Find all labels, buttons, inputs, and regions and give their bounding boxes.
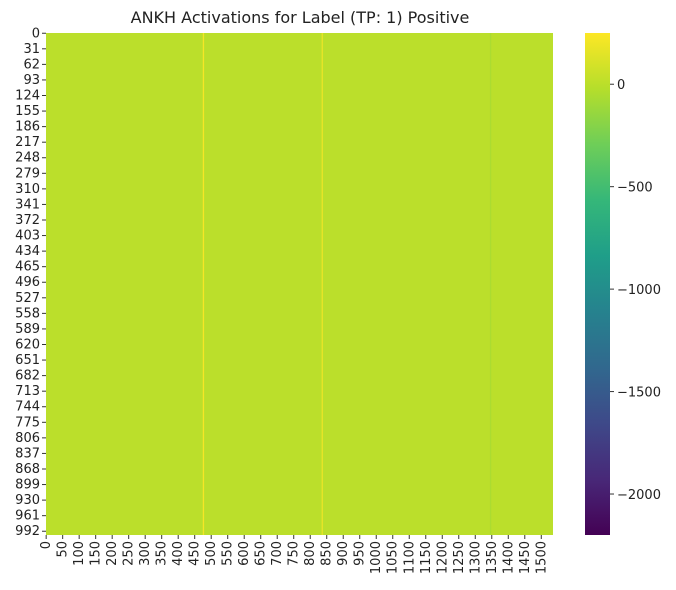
y-tick-label: 713 xyxy=(15,384,40,399)
y-tick-label: 651 xyxy=(15,353,40,368)
y-tick-label: 806 xyxy=(15,431,40,446)
y-tick-label: 961 xyxy=(15,509,40,524)
y-tick-label: 62 xyxy=(23,57,40,72)
x-tick-label: 400 xyxy=(171,541,186,566)
x-tick-label: 1250 xyxy=(452,541,467,574)
x-tick-label: 800 xyxy=(303,541,318,566)
colorbar: 0 −500 −1000 −1500 −2000 xyxy=(585,33,661,535)
x-tick-label: 700 xyxy=(270,541,285,566)
x-tick-label: 1450 xyxy=(518,541,533,574)
chart-title: ANKH Activations for Label (TP: 1) Posit… xyxy=(131,8,470,27)
x-tick-label: 200 xyxy=(105,541,120,566)
colorbar-tick-label: 0 xyxy=(617,78,625,93)
x-tick-label: 1150 xyxy=(419,541,434,574)
x-tick-label: 550 xyxy=(221,541,236,566)
x-tick-label: 1350 xyxy=(485,541,500,574)
x-tick-label: 900 xyxy=(336,541,351,566)
y-tick-label: 31 xyxy=(23,42,40,57)
y-tick-label: 93 xyxy=(23,73,40,88)
y-tick-label: 186 xyxy=(15,120,40,135)
y-tick-label: 434 xyxy=(15,244,40,259)
y-tick-label: 372 xyxy=(15,213,40,228)
y-tick-label: 310 xyxy=(15,182,40,197)
y-tick-label: 868 xyxy=(15,462,40,477)
x-tick-label: 450 xyxy=(188,541,203,566)
y-tick-label: 558 xyxy=(15,306,40,321)
x-tick-label: 1200 xyxy=(435,541,450,574)
x-tick-label: 1500 xyxy=(534,541,549,574)
x-tick-label: 1400 xyxy=(501,541,516,574)
y-tick-label: 930 xyxy=(15,493,40,508)
x-tick-label: 150 xyxy=(89,541,104,566)
y-tick-label: 992 xyxy=(15,524,40,539)
heatmap-column-highlight xyxy=(321,33,323,535)
x-tick-label: 1100 xyxy=(402,541,417,574)
y-tick-label: 279 xyxy=(15,166,40,181)
colorbar-tick-label: −500 xyxy=(617,181,653,196)
y-tick-label: 620 xyxy=(15,337,40,352)
y-tick-label: 837 xyxy=(15,446,40,461)
x-tick-label: 0 xyxy=(39,541,54,549)
y-tick-label: 0 xyxy=(32,26,40,41)
x-tick-label: 1050 xyxy=(386,541,401,574)
y-tick-label: 403 xyxy=(15,229,40,244)
y-tick-label: 124 xyxy=(15,88,40,103)
x-tick-label: 250 xyxy=(122,541,137,566)
y-tick-label: 341 xyxy=(15,197,40,212)
y-tick-label: 496 xyxy=(15,275,40,290)
colorbar-gradient xyxy=(585,33,610,535)
x-tick-label: 950 xyxy=(353,541,368,566)
x-tick-label: 650 xyxy=(254,541,269,566)
heatmap-column-highlight xyxy=(489,33,492,535)
y-tick-label: 744 xyxy=(15,400,40,415)
y-axis-ticks: 0316293124155186217248279310341372403434… xyxy=(15,26,46,539)
colorbar-tick-label: −1000 xyxy=(617,283,661,298)
y-tick-label: 527 xyxy=(15,291,40,306)
x-tick-label: 850 xyxy=(320,541,335,566)
x-tick-label: 350 xyxy=(155,541,170,566)
y-tick-label: 217 xyxy=(15,135,40,150)
heatmap-area xyxy=(46,33,553,535)
x-tick-label: 600 xyxy=(237,541,252,566)
x-tick-label: 500 xyxy=(204,541,219,566)
heatmap-cells xyxy=(46,33,553,535)
x-tick-label: 750 xyxy=(287,541,302,566)
x-tick-label: 1300 xyxy=(468,541,483,574)
x-axis-ticks: 0 50 100 150 200 250 300 350 400 450 500 550 600 650 7… xyxy=(39,535,549,574)
y-tick-label: 465 xyxy=(15,260,40,275)
x-tick-label: 50 xyxy=(56,541,71,558)
y-tick-label: 682 xyxy=(15,369,40,384)
x-tick-label: 300 xyxy=(138,541,153,566)
colorbar-tick-label: −1500 xyxy=(617,386,661,401)
y-tick-label: 248 xyxy=(15,151,40,166)
x-tick-label: 100 xyxy=(72,541,87,566)
y-tick-label: 899 xyxy=(15,478,40,493)
heatmap-column-highlight xyxy=(202,33,205,535)
x-tick-label: 1000 xyxy=(369,541,384,574)
y-tick-label: 589 xyxy=(15,322,40,337)
colorbar-tick-label: −2000 xyxy=(617,488,661,503)
y-tick-label: 155 xyxy=(15,104,40,119)
y-tick-label: 775 xyxy=(15,415,40,430)
